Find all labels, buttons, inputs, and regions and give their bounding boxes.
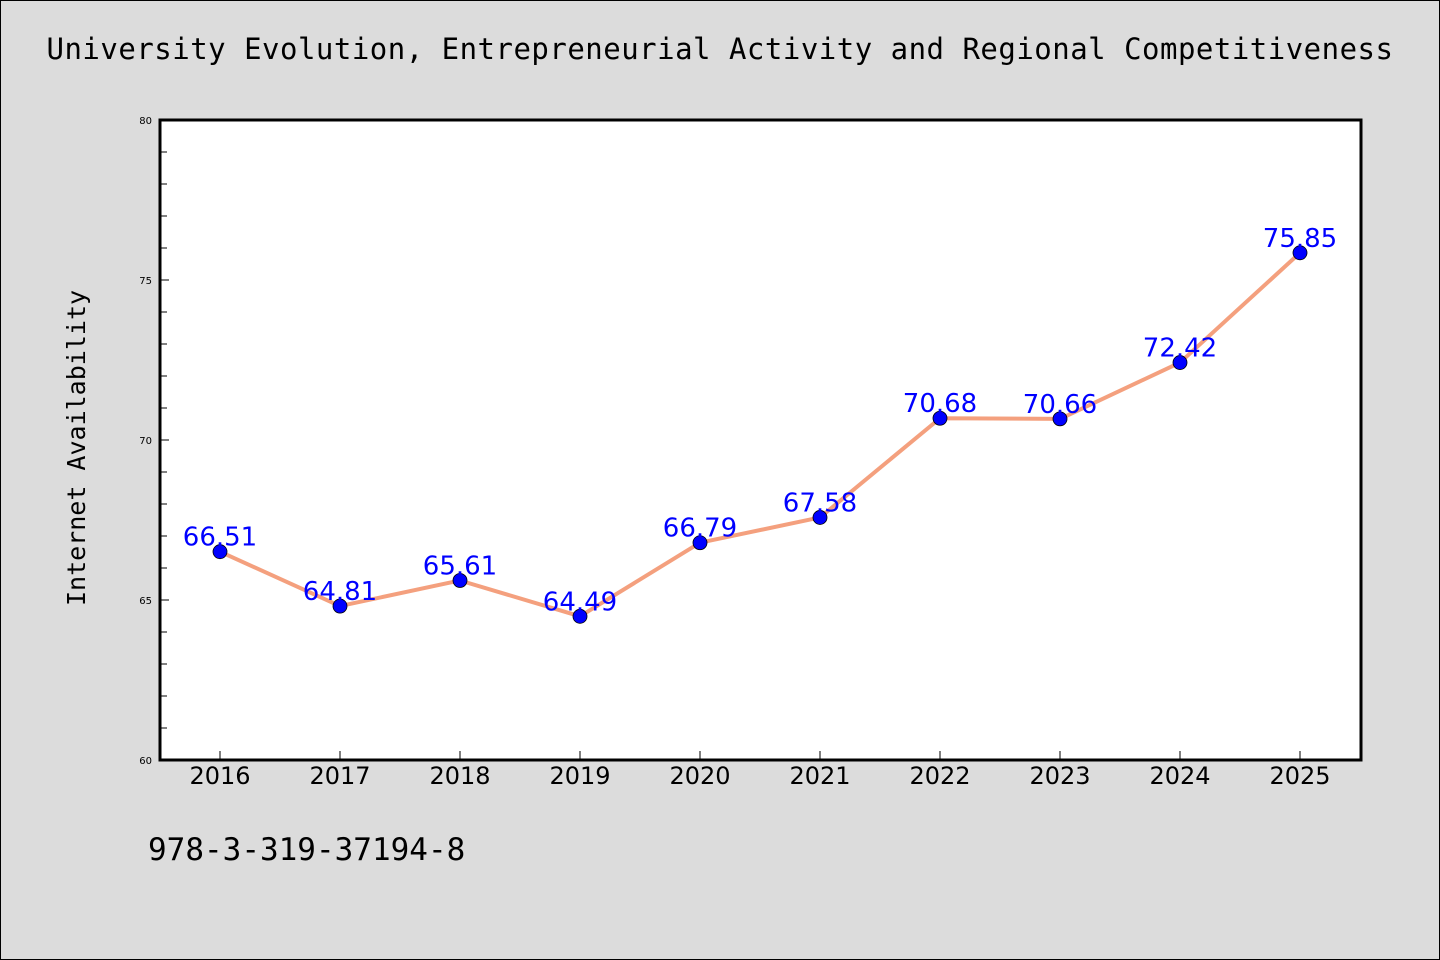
data-point-marker <box>812 510 828 525</box>
data-point-marker <box>932 410 948 426</box>
isbn-code: 978-3-319-37194-8 <box>148 832 466 868</box>
data-point-marker <box>1292 245 1308 261</box>
data-point-marker <box>692 535 708 551</box>
x-tick-label: 2021 <box>789 762 850 790</box>
data-label: 66.51 <box>183 523 257 553</box>
y-tick-label: 60 <box>139 756 152 767</box>
data-point-marker <box>572 608 588 624</box>
chart-title: University Evolution, Entrepreneurial Ac… <box>46 32 1394 66</box>
data-point-marker <box>1052 411 1068 427</box>
data-point-marker <box>212 544 228 560</box>
series-line <box>218 250 1302 619</box>
y-tick-label: 70 <box>139 436 152 447</box>
data-label: 66.79 <box>663 514 737 544</box>
data-label: 65.61 <box>423 551 497 581</box>
y-tick-label: 75 <box>139 276 152 287</box>
y-tick-label: 80 <box>139 116 152 127</box>
y-axis-ticks: 60 65 70 75 80 <box>139 116 169 767</box>
data-label: 64.49 <box>543 587 617 617</box>
data-label: 75.85 <box>1263 224 1337 254</box>
plot-area <box>158 118 1363 762</box>
series-group: 66.51 64.81 65.61 64.49 66.79 67.58 70.68 70.66… <box>183 224 1337 624</box>
data-point-marker <box>1172 355 1188 370</box>
data-point-marker <box>452 573 468 588</box>
data-label: 67.58 <box>783 488 857 518</box>
x-tick-label: 2022 <box>909 762 970 790</box>
x-tick-label: 2019 <box>549 762 610 790</box>
data-point-marker <box>332 598 348 614</box>
data-label: 70.68 <box>903 389 977 419</box>
x-tick-label: 2024 <box>1149 762 1210 790</box>
y-axis-label: Internet Availability <box>62 290 91 606</box>
x-axis-ticks: 2016 2017 2018 2019 2020 2021 2022 2023 2024 2025 <box>189 751 1331 790</box>
x-tick-label: 2017 <box>309 762 370 790</box>
data-label: 64.81 <box>303 577 377 607</box>
x-tick-label: 2025 <box>1269 762 1330 790</box>
data-label: 72.42 <box>1143 334 1217 364</box>
x-tick-label: 2020 <box>669 762 730 790</box>
x-tick-label: 2016 <box>189 762 250 790</box>
y-tick-label: 65 <box>139 596 152 607</box>
data-label: 70.66 <box>1023 390 1097 420</box>
x-tick-label: 2018 <box>429 762 490 790</box>
x-tick-label: 2023 <box>1029 762 1090 790</box>
